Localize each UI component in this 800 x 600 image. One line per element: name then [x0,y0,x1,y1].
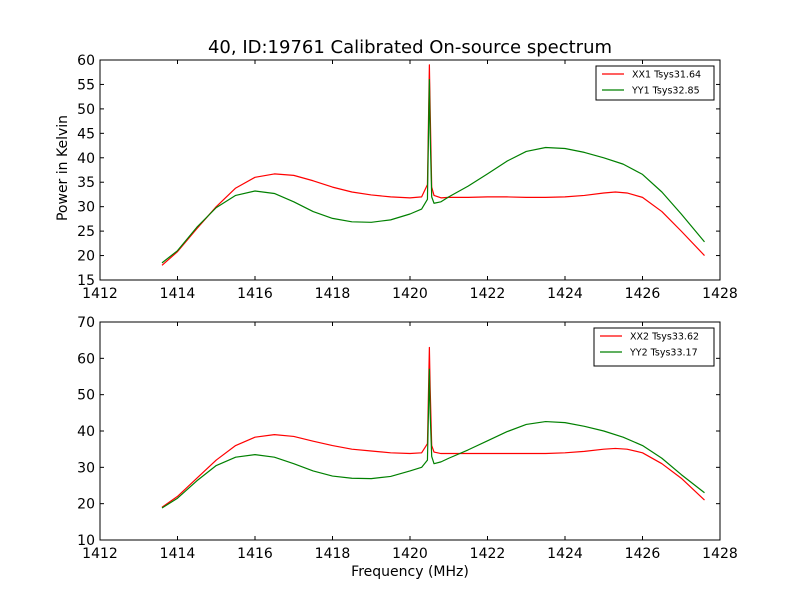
y-tick-label: 30 [77,200,95,216]
x-tick-label: 1422 [470,546,506,562]
y-tick-label: 10 [77,533,95,549]
y-tick-label: 45 [77,126,95,142]
y-tick-label: 20 [77,249,95,265]
x-tick-label: 1422 [470,286,506,302]
y-tick-label: 60 [77,351,95,367]
legend-label: XX2 Tsys33.62 [630,332,699,343]
series-line-1 [161,346,705,508]
x-axis-label: Frequency (MHz) [351,564,469,580]
x-tick-label: 1416 [237,286,273,302]
y-tick-label: 40 [77,424,95,440]
x-tick-label: 1418 [315,286,351,302]
x-tick-label: 1414 [160,286,196,302]
series-line-2 [161,78,705,264]
legend-label: YY1 Tsys32.85 [631,86,700,97]
y-tick-label: 50 [77,102,95,118]
y-tick-label: 40 [77,151,95,167]
y-tick-label: 20 [77,497,95,513]
x-tick-label: 1420 [392,286,428,302]
x-tick-label: 1426 [625,286,661,302]
legend-box [593,327,715,367]
x-tick-label: 1424 [547,286,583,302]
y-tick-label: 55 [77,77,95,93]
x-tick-label: 1412 [82,546,118,562]
legend: XX1 Tsys31.64 YY1 Tsys32.85 [595,65,715,101]
x-tick-label: 1426 [625,546,661,562]
y-tick-label: 15 [77,273,95,289]
y-tick-label: 60 [77,53,95,69]
legend-box [595,65,715,101]
y-tick-label: 25 [77,224,95,240]
bottom-panel: 1412 1414 1416 1418 1420 1422 1424 1426 1428 10 20… [77,315,738,562]
x-tick-label: 1428 [702,286,738,302]
legend: XX2 Tsys33.62 YY2 Tsys33.17 [593,327,715,367]
legend-label: YY2 Tsys33.17 [629,348,698,359]
y-tick-label: 70 [77,315,95,331]
y-axis-label: Power in Kelvin [55,115,71,221]
x-tick-label: 1412 [82,286,118,302]
x-tick-label: 1420 [392,546,428,562]
top-panel: 1412 1414 1416 1418 1420 1422 1424 1426 1428 15 20… [77,53,738,302]
x-tick-label: 1424 [547,546,583,562]
y-tick-label: 35 [77,175,95,191]
series-line-2 [161,368,705,509]
x-tick-label: 1414 [160,546,196,562]
y-tick-label: 30 [77,460,95,476]
legend-label: XX1 Tsys31.64 [632,70,701,81]
chart-title: 40, ID:19761 Calibrated On-source spectr… [208,37,612,58]
x-tick-label: 1418 [315,546,351,562]
x-tick-label: 1428 [702,546,738,562]
y-tick-label: 50 [77,388,95,404]
x-tick-label: 1416 [237,546,273,562]
